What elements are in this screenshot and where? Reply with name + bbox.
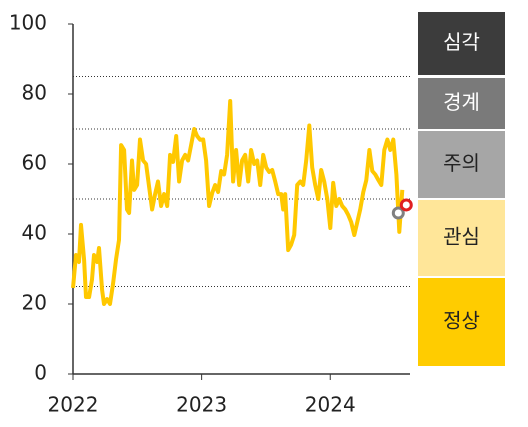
level-box bbox=[418, 12, 505, 75]
level-label: 주의 bbox=[443, 151, 480, 175]
level-label: 관심 bbox=[443, 225, 480, 249]
level-box bbox=[418, 278, 505, 366]
point-marker bbox=[399, 198, 413, 212]
y-tick-label: 40 bbox=[22, 221, 47, 245]
x-tick-label: 2024 bbox=[305, 393, 356, 417]
level-box bbox=[418, 200, 505, 276]
x-tick-label: 2023 bbox=[176, 393, 227, 417]
y-tick-label: 100 bbox=[9, 11, 47, 35]
y-tick-label: 80 bbox=[22, 81, 47, 105]
x-tick-label: 2022 bbox=[48, 393, 99, 417]
y-tick-label: 0 bbox=[34, 361, 47, 385]
y-tick-label: 20 bbox=[22, 291, 47, 315]
y-tick-label: 60 bbox=[22, 151, 47, 175]
level-label: 심각 bbox=[443, 30, 480, 54]
level-label: 경계 bbox=[443, 90, 480, 114]
level-box bbox=[418, 78, 505, 129]
data-line bbox=[71, 99, 405, 306]
point-marker bbox=[391, 206, 405, 220]
level-box bbox=[418, 131, 505, 198]
level-label: 정상 bbox=[443, 309, 480, 333]
